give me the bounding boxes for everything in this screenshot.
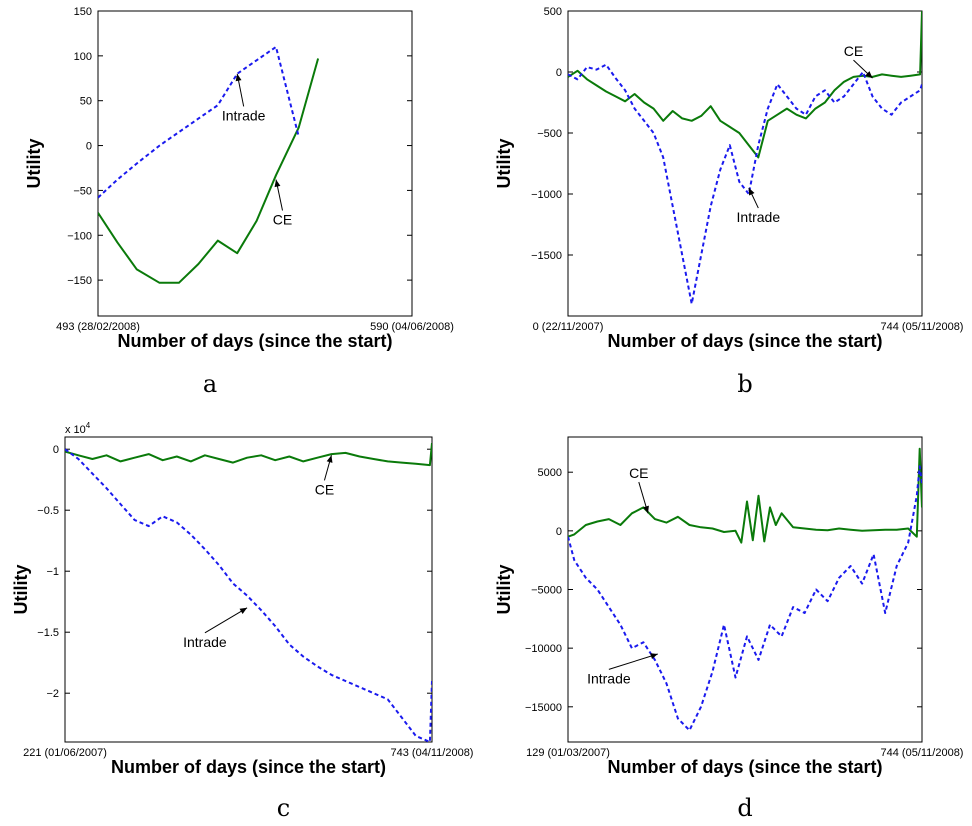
annotation-arrowhead: [239, 607, 248, 614]
annotation-ce: CE: [629, 465, 648, 481]
y-tick-label: −5000: [531, 585, 562, 597]
y-tick-label: −10000: [525, 643, 562, 655]
panel-d: −15000 −10000 −5000 0 5000 129 (01/03/2007) 74…: [494, 436, 964, 822]
x-tick-label-start: 0 (22/11/2007): [533, 321, 604, 333]
series-line-intrade: [568, 465, 922, 732]
annotation-arrowhead: [865, 71, 873, 79]
y-tick-label: −150: [67, 275, 92, 287]
axes-box: [97, 10, 413, 317]
y-tick-label: 5000: [538, 467, 562, 479]
x-tick-label-start: 129 (01/03/2007): [526, 747, 610, 759]
annotation-intrade: Intrade: [183, 634, 227, 650]
x-axis-label: Number of days (since the start): [607, 331, 882, 351]
x-tick-label-end: 744 (05/11/2008): [881, 321, 964, 333]
panel-caption: c: [277, 794, 290, 822]
series-line-intrade: [65, 448, 432, 742]
axes-box: [567, 10, 923, 317]
annotation-arrowhead: [748, 187, 755, 196]
y-tick-label: 0: [556, 67, 562, 79]
axes-box: [567, 436, 923, 743]
y-axis-label: Utility: [494, 564, 514, 614]
panel-b: −1500 −1000 −500 0 500 0 (22/11/2007) 744 (05/…: [494, 6, 963, 398]
y-exponent-base: x 10: [65, 424, 86, 436]
annotation-arrow: [608, 653, 658, 670]
y-tick-label: −1: [46, 566, 59, 578]
series-group: [65, 443, 432, 742]
y-exponent-label: x 104: [65, 421, 91, 436]
annotation-ce: CE: [844, 43, 863, 59]
y-tick-label: −100: [67, 230, 92, 242]
y-axis-label: Utility: [494, 138, 514, 188]
series-line-intrade: [98, 45, 300, 199]
series-line-ce: [65, 443, 432, 467]
annotation-intrade: Intrade: [222, 107, 266, 123]
y-axis-label: Utility: [24, 138, 44, 188]
series-line-ce: [98, 58, 320, 284]
x-tick-label-end: 590 (04/06/2008): [370, 321, 454, 333]
panel-caption: b: [737, 370, 752, 398]
axes-box: [64, 436, 433, 743]
y-tick-label: 0: [53, 444, 59, 456]
annotation-arrowhead: [643, 505, 649, 514]
x-axis-label: Number of days (since the start): [117, 331, 392, 351]
y-tick-label: 0: [556, 526, 562, 538]
x-tick-label-end: 743 (04/11/2008): [391, 747, 474, 759]
series-line-intrade: [568, 63, 922, 305]
annotation-ce: CE: [273, 212, 292, 228]
series-group: [568, 447, 922, 732]
x-tick-label-end: 744 (05/11/2008): [881, 747, 964, 759]
y-tick-label: 100: [74, 51, 92, 63]
y-tick-label: 0: [86, 141, 92, 153]
y-tick-label: 150: [74, 6, 92, 18]
panel-c: −2 −1.5 −1 −0.5 0 221 (01/06/2007) 743 (04/11/…: [11, 421, 473, 822]
x-axis-label: Number of days (since the start): [607, 757, 882, 777]
panel-caption: d: [737, 794, 752, 822]
annotation-arrowhead: [235, 73, 242, 82]
x-axis-label: Number of days (since the start): [111, 757, 386, 777]
x-tick-label-start: 493 (28/02/2008): [56, 321, 140, 333]
annotation-intrade: Intrade: [737, 209, 781, 225]
y-tick-label: −1.5: [37, 627, 59, 639]
annotation-intrade: Intrade: [587, 670, 631, 686]
y-tick-label: −0.5: [37, 505, 59, 517]
series-line-ce: [568, 447, 922, 544]
y-tick-label: −50: [73, 185, 92, 197]
annotation-arrow: [204, 607, 248, 634]
y-tick-label: −500: [537, 128, 562, 140]
y-tick-label: −1500: [531, 250, 562, 262]
y-tick-label: 50: [80, 96, 92, 108]
series-group: [98, 45, 320, 284]
panel-caption: a: [203, 370, 217, 398]
panel-a: −150 −100 −50 0 50 100 150 493 (28/02/2008) 590 …: [24, 6, 454, 398]
y-tick-label: 500: [544, 6, 562, 18]
y-tick-label: −1000: [531, 189, 562, 201]
annotation-ce: CE: [315, 481, 334, 497]
y-tick-label: −15000: [525, 702, 562, 714]
y-tick-label: −2: [46, 688, 59, 700]
annotation-arrowhead: [650, 653, 658, 659]
y-axis-label: Utility: [11, 564, 31, 614]
annotation-arrowhead: [274, 179, 281, 188]
series-group: [568, 11, 922, 305]
x-tick-label-start: 221 (01/06/2007): [23, 747, 107, 759]
annotation-arrowhead: [326, 455, 333, 463]
y-exponent-power: 4: [86, 421, 91, 430]
